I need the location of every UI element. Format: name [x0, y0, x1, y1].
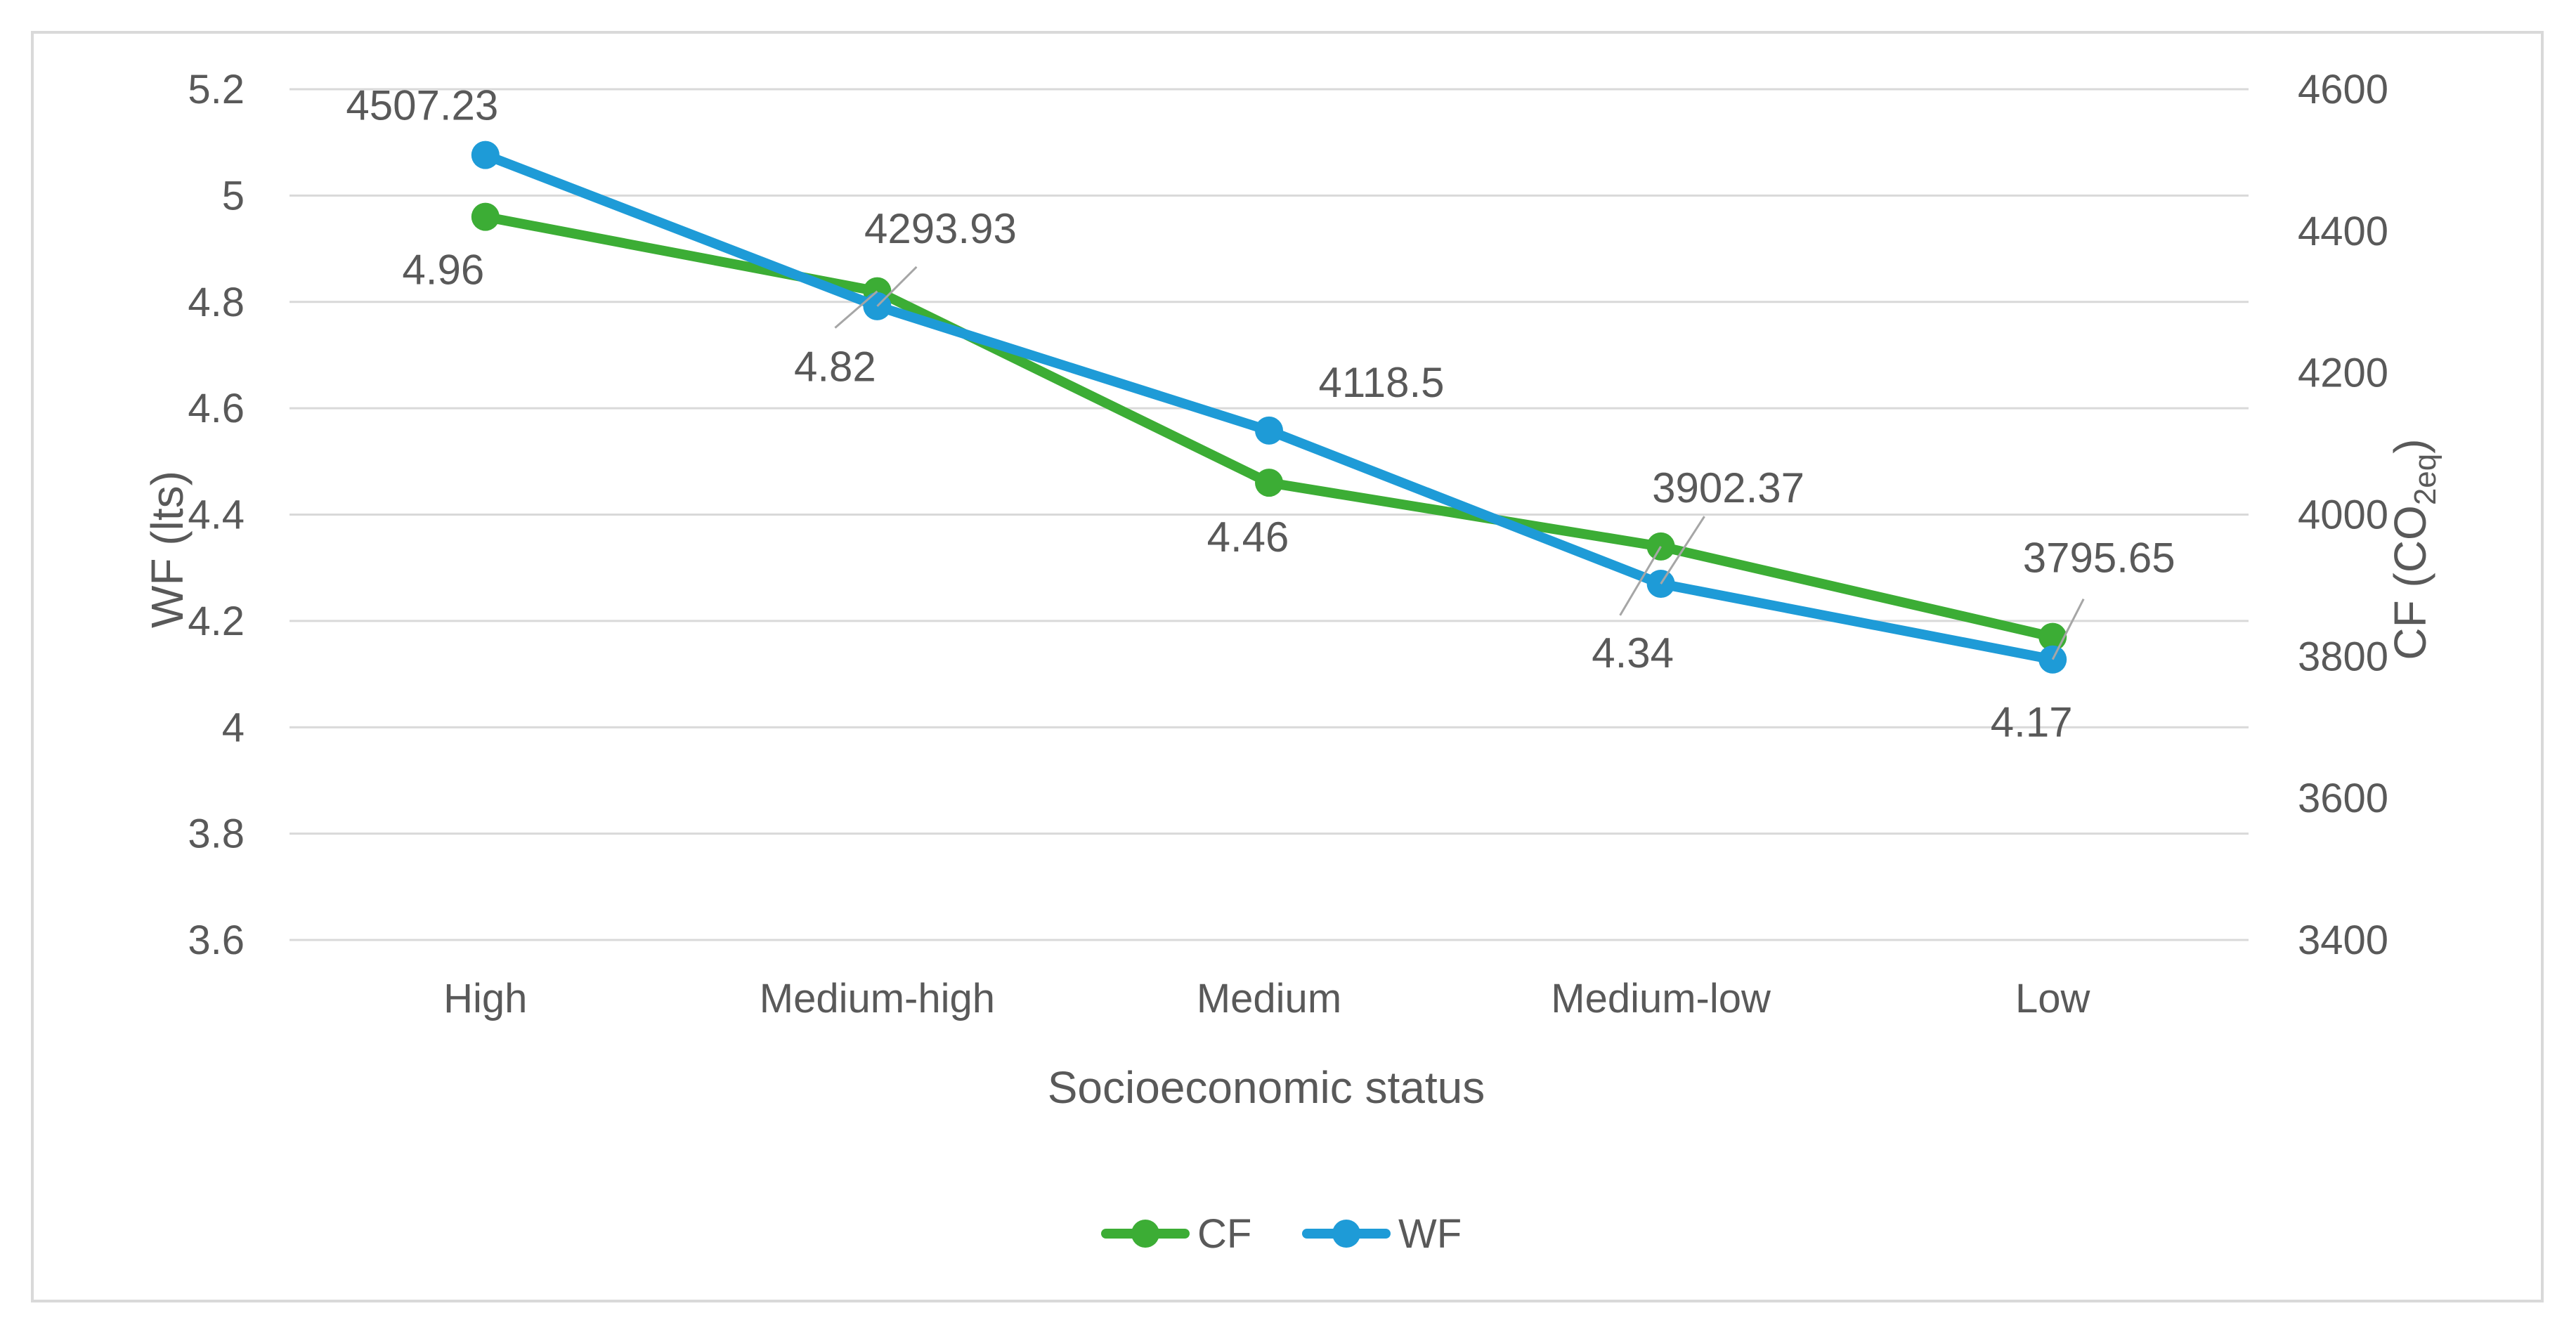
label-leader-lines	[834, 266, 2085, 660]
gridlines	[290, 88, 2249, 941]
x-tick-label: Low	[2015, 976, 2091, 1021]
y-right-tick-label: 4600	[2298, 67, 2388, 112]
x-axis-ticks: High Medium-high Medium Medium-low Low	[443, 976, 2090, 1021]
y-axis-right-title: CF (CO2eq)	[2385, 438, 2442, 660]
y-axis-left-title: WF (lts)	[142, 471, 193, 628]
data-point-wf	[1255, 416, 1283, 445]
y-right-tick-label: 4400	[2298, 209, 2388, 254]
line-chart: 5.2 5 4.8 4.6 4.4 4.2 4 3.8 3.6 4600 4400 4200 4000…	[142, 67, 2442, 1257]
legend-wf-label: WF	[1398, 1211, 1462, 1257]
y-right-tick-label: 3800	[2298, 634, 2388, 679]
data-label-cf: 4.96	[402, 247, 484, 294]
y-left-tick-label: 5.2	[188, 67, 245, 112]
data-label-cf: 4.46	[1207, 514, 1289, 561]
leader-line-wf	[876, 266, 918, 307]
leader-line-wf	[2051, 599, 2085, 660]
y-left-tick-label: 5	[222, 173, 245, 218]
leader-line-wf	[1660, 516, 1705, 584]
y-axis-right-title-sub: 2eq	[2408, 454, 2442, 505]
data-point-cf	[471, 202, 500, 231]
x-tick-label: Medium	[1197, 976, 1341, 1021]
data-label-cf: 4.82	[794, 344, 876, 391]
x-tick-label: High	[443, 976, 527, 1021]
legend-wf-marker	[1332, 1220, 1360, 1248]
y-left-tick-label: 3.6	[188, 917, 245, 963]
y-axis-right-title-close: )	[2385, 438, 2435, 453]
y-left-tick-label: 4.2	[188, 599, 245, 644]
y-left-tick-label: 4	[222, 705, 245, 750]
data-label-cf: 4.17	[1991, 699, 2073, 746]
y-right-tick-label: 4200	[2298, 351, 2388, 396]
data-labels: 4.96 4.82 4.46 4.34 4.17 4507.23 4293.93 4118.5…	[346, 82, 2175, 746]
y-left-tick-label: 4.8	[188, 280, 245, 325]
data-label-wf: 4293.93	[864, 205, 1017, 252]
data-point-cf	[1255, 469, 1283, 497]
y-left-tick-label: 3.8	[188, 811, 245, 857]
y-right-tick-label: 3400	[2298, 917, 2388, 963]
y-axis-right-title-main: CF (CO	[2385, 505, 2435, 660]
x-tick-label: Medium-high	[760, 976, 995, 1021]
chart-frame: 5.2 5 4.8 4.6 4.4 4.2 4 3.8 3.6 4600 4400 4200 4000…	[31, 31, 2544, 1302]
data-label-cf: 4.34	[1592, 629, 1674, 677]
y-right-tick-label: 4000	[2298, 492, 2388, 538]
x-tick-label: Medium-low	[1551, 976, 1771, 1021]
data-label-wf: 4118.5	[1318, 359, 1444, 406]
y-axis-right-ticks: 4600 4400 4200 4000 3800 3600 3400	[2298, 67, 2388, 963]
y-axis-left-ticks: 5.2 5 4.8 4.6 4.4 4.2 4 3.8 3.6	[188, 67, 245, 963]
data-label-wf: 4507.23	[346, 82, 498, 129]
x-axis-title: Socioeconomic status	[1048, 1062, 1485, 1113]
leader-line-cf	[834, 290, 878, 329]
data-label-wf: 3902.37	[1652, 464, 1804, 511]
legend: CF WF	[1101, 1211, 1462, 1257]
legend-cf-label: CF	[1197, 1211, 1251, 1257]
leader-line-cf	[1619, 546, 1662, 616]
data-label-wf: 3795.65	[2023, 535, 2175, 582]
y-right-tick-label: 3600	[2298, 776, 2388, 821]
data-point-wf	[471, 141, 500, 169]
legend-cf-marker	[1131, 1220, 1159, 1248]
y-left-tick-label: 4.4	[188, 492, 245, 538]
y-left-tick-label: 4.6	[188, 386, 245, 431]
